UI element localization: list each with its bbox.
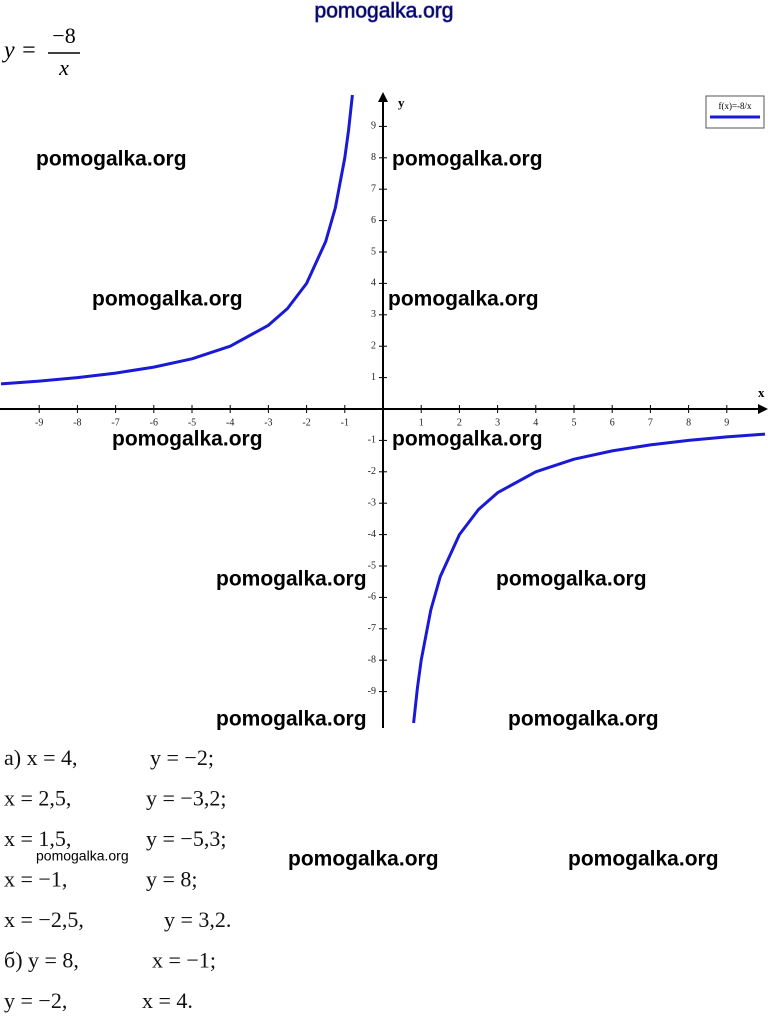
y-tick-label: 5 xyxy=(371,246,376,257)
y-tick-label: -3 xyxy=(368,497,376,508)
x-tick-label: 4 xyxy=(533,417,538,428)
y-tick-label: 4 xyxy=(371,278,376,289)
y-tick-label: -8 xyxy=(368,654,376,665)
answer-text: y = 8; xyxy=(146,867,198,892)
y-tick-label: 9 xyxy=(371,121,376,132)
y-arrow xyxy=(378,92,388,102)
x-tick-label: -3 xyxy=(264,417,272,428)
y-axis-label: y xyxy=(398,95,405,110)
watermark: pomogalka.org xyxy=(315,0,454,23)
watermark: pomogalka.org xyxy=(216,708,367,731)
x-tick-label: -7 xyxy=(111,417,119,428)
answer-text: y = −2; xyxy=(150,745,214,770)
y-tick-label: 2 xyxy=(371,340,376,351)
watermark: pomogalka.org xyxy=(36,148,187,171)
watermark: pomogalka.org xyxy=(36,848,129,864)
answer-text: б) y = 8, xyxy=(4,948,79,973)
watermark: pomogalka.org xyxy=(92,288,243,311)
x-tick-label: -9 xyxy=(35,417,43,428)
y-tick-label: -6 xyxy=(368,592,376,603)
watermark: pomogalka.org xyxy=(568,848,719,871)
x-arrow xyxy=(758,404,768,414)
watermark: pomogalka.org xyxy=(216,568,367,591)
y-tick-label: -4 xyxy=(368,529,376,540)
legend-label: f(x)=-8/x xyxy=(718,101,752,111)
answer-text: а) x = 4, xyxy=(4,745,78,770)
formula-denominator: x xyxy=(58,55,69,80)
x-tick-label: 9 xyxy=(724,417,729,428)
legend-box xyxy=(705,95,765,129)
x-tick-label: 2 xyxy=(457,417,462,428)
answer-text: y = 3,2. xyxy=(164,907,231,932)
y-tick-label: 3 xyxy=(371,309,376,320)
watermark: pomogalka.org xyxy=(392,428,543,451)
answer-text: y = −5,3; xyxy=(146,826,226,851)
y-tick-label: -2 xyxy=(368,466,376,477)
x-tick-label: 6 xyxy=(610,417,615,428)
answer-text: x = 2,5, xyxy=(4,786,71,811)
answer-text: y = −2, xyxy=(4,988,67,1013)
watermark: pomogalka.org xyxy=(288,848,439,871)
y-tick-label: -5 xyxy=(368,560,376,571)
answer-text: x = 1,5, xyxy=(4,826,71,851)
y-tick-label: -7 xyxy=(368,623,376,634)
watermark: pomogalka.org xyxy=(496,568,647,591)
x-tick-label: -4 xyxy=(226,417,234,428)
watermark: pomogalka.org xyxy=(112,428,263,451)
x-tick-label: 1 xyxy=(419,417,424,428)
x-tick-label: -6 xyxy=(150,417,158,428)
watermark: pomogalka.org xyxy=(508,708,659,731)
answer-text: x = −1, xyxy=(4,867,67,892)
x-tick-label: 7 xyxy=(648,417,653,428)
answer-text: x = −2,5, xyxy=(4,907,84,932)
formula-lhs: y = xyxy=(2,38,37,64)
x-axis-label: x xyxy=(758,385,765,400)
y-tick-label: -1 xyxy=(368,435,376,446)
y-tick-label: -9 xyxy=(368,686,376,697)
x-tick-label: 5 xyxy=(572,417,577,428)
watermark: pomogalka.org xyxy=(392,148,543,171)
answer-text: y = −3,2; xyxy=(146,786,226,811)
y-tick-label: 6 xyxy=(371,215,376,226)
x-tick-label: 8 xyxy=(686,417,691,428)
x-tick-label: -8 xyxy=(73,417,81,428)
x-tick-label: -2 xyxy=(302,417,310,428)
x-tick-label: 3 xyxy=(495,417,500,428)
answer-text: x = 4. xyxy=(142,988,193,1013)
answer-text: x = −1; xyxy=(152,948,216,973)
y-tick-label: 1 xyxy=(371,372,376,383)
x-tick-label: -5 xyxy=(188,417,196,428)
y-tick-label: 7 xyxy=(371,183,376,194)
formula-numerator: −8 xyxy=(52,23,75,48)
x-tick-label: -1 xyxy=(341,417,349,428)
watermark: pomogalka.org xyxy=(388,288,539,311)
curve xyxy=(0,94,766,724)
y-tick-label: 8 xyxy=(371,152,376,163)
